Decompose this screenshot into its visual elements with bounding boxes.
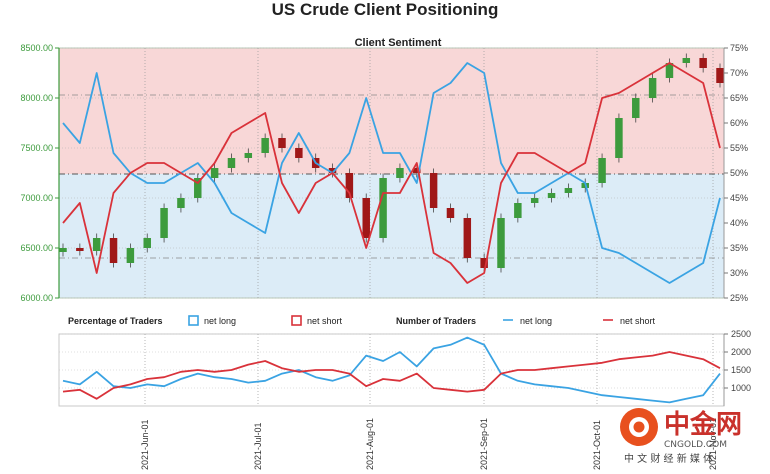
price-candle bbox=[345, 173, 354, 198]
price-candle bbox=[716, 68, 724, 83]
price-candles bbox=[59, 53, 724, 273]
price-candle bbox=[126, 248, 135, 263]
price-candle bbox=[429, 173, 438, 208]
x-tick-label: 2021-Sep-01 bbox=[479, 418, 489, 470]
count-tick-label: 1000 bbox=[731, 383, 751, 393]
sentiment-tick-label: 25% bbox=[730, 293, 748, 303]
sentiment-tick-label: 65% bbox=[730, 93, 748, 103]
price-candle bbox=[514, 203, 522, 218]
price-candle bbox=[227, 158, 236, 168]
price-candle bbox=[160, 208, 168, 238]
sentiment-tick-label: 45% bbox=[730, 193, 748, 203]
count-tick-label: 1500 bbox=[731, 365, 751, 375]
count-net-short-line bbox=[62, 351, 721, 400]
price-candle bbox=[682, 58, 691, 63]
watermark-brand: 中金网 bbox=[664, 409, 742, 440]
price-candle bbox=[210, 168, 219, 178]
count-axis: 2500 2000 1500 1000 bbox=[723, 329, 751, 406]
price-candle bbox=[497, 218, 505, 268]
price-candle bbox=[413, 168, 421, 173]
x-tick-label: 2021-Oct-01 bbox=[592, 420, 602, 470]
sentiment-tick-label: 60% bbox=[730, 118, 748, 128]
price-candle bbox=[295, 148, 303, 158]
sentiment-lines bbox=[62, 62, 721, 284]
sentiment-tick-label: 55% bbox=[730, 143, 748, 153]
price-candle bbox=[379, 178, 387, 238]
price-candle bbox=[328, 168, 337, 173]
watermark-logo: 中金网 CNGOLD.COM 中 文 财 经 新 媒 体 bbox=[620, 408, 742, 465]
count-tick-label: 2000 bbox=[731, 347, 751, 357]
sentiment-tick-label: 70% bbox=[730, 68, 748, 78]
price-candle bbox=[480, 258, 488, 268]
price-candle bbox=[598, 158, 606, 183]
legend-pct-long-label: net long bbox=[204, 316, 236, 326]
price-candle bbox=[632, 98, 640, 118]
pct-net-short-line bbox=[62, 62, 721, 284]
price-candle bbox=[362, 198, 370, 238]
price-candle bbox=[109, 238, 118, 263]
price-candle bbox=[396, 168, 404, 178]
price-candle bbox=[261, 138, 269, 153]
price-candle bbox=[564, 188, 573, 193]
x-tick-label: 2021-Aug-01 bbox=[365, 418, 375, 470]
long-zone-bg bbox=[59, 174, 724, 298]
legend-number-title: Number of Traders bbox=[396, 316, 476, 326]
count-lines bbox=[62, 336, 721, 404]
price-candle bbox=[463, 218, 472, 258]
watermark-tagline: 中 文 财 经 新 媒 体 bbox=[624, 452, 713, 465]
sentiment-tick-label: 35% bbox=[730, 243, 748, 253]
pct-net-long-line bbox=[62, 62, 721, 284]
count-net-long-line bbox=[62, 336, 721, 404]
price-candle bbox=[244, 153, 253, 158]
watermark-domain: CNGOLD.COM bbox=[664, 440, 727, 450]
count-panel-bg bbox=[58, 333, 725, 407]
price-candle bbox=[446, 208, 455, 218]
x-tick-label: 2021-Nov-01 bbox=[708, 418, 718, 470]
legend-pct-long-swatch bbox=[188, 315, 199, 326]
chart-title: Client Sentiment bbox=[355, 37, 442, 49]
price-candle bbox=[615, 118, 623, 158]
sentiment-tick-label: 50% bbox=[730, 168, 748, 178]
sentiment-tick-label: 75% bbox=[730, 43, 748, 53]
legend-num-long-label: net long bbox=[520, 316, 552, 326]
price-candle bbox=[143, 238, 151, 248]
price-tick-label: 6000.00 bbox=[20, 293, 53, 303]
sentiment-tick-label: 30% bbox=[730, 268, 748, 278]
price-candle bbox=[76, 248, 84, 251]
legend-num-short-label: net short bbox=[620, 316, 656, 326]
price-candle bbox=[59, 248, 67, 252]
price-candle bbox=[177, 198, 185, 208]
price-tick-label: 7000.00 bbox=[20, 193, 53, 203]
price-candle bbox=[92, 238, 101, 251]
x-tick-label: 2021-Jun-01 bbox=[140, 419, 150, 470]
short-zone-bg bbox=[59, 48, 724, 174]
price-candle bbox=[547, 193, 556, 198]
legend: Percentage of Traders net long net short… bbox=[68, 315, 656, 326]
x-axis: 2021-Jun-01 2021-Jul-01 2021-Aug-01 2021-Se… bbox=[140, 418, 718, 470]
price-tick-label: 8500.00 bbox=[20, 43, 53, 53]
sentiment-axis: 75% 70% 65% 60% 55% 50% 45% 40% 35% 30% 25% bbox=[723, 43, 748, 303]
legend-percentage-title: Percentage of Traders bbox=[68, 316, 163, 326]
sentiment-tick-label: 40% bbox=[730, 218, 748, 228]
price-candle bbox=[194, 178, 202, 198]
price-tick-label: 7500.00 bbox=[20, 143, 53, 153]
price-tick-label: 6500.00 bbox=[20, 243, 53, 253]
price-candle bbox=[278, 138, 286, 148]
page-title: US Crude Client Positioning bbox=[271, 0, 499, 19]
price-candle bbox=[648, 78, 657, 98]
price-candle bbox=[665, 63, 674, 78]
legend-pct-short-swatch bbox=[291, 315, 302, 326]
price-candle bbox=[530, 198, 539, 203]
count-tick-label: 2500 bbox=[731, 329, 751, 339]
x-tick-label: 2021-Jul-01 bbox=[253, 422, 263, 470]
price-candle bbox=[699, 58, 707, 68]
legend-pct-short-label: net short bbox=[307, 316, 343, 326]
price-tick-label: 8000.00 bbox=[20, 93, 53, 103]
price-axis: 8500.00 8000.00 7500.00 7000.00 6500.00 6000.… bbox=[20, 43, 59, 303]
